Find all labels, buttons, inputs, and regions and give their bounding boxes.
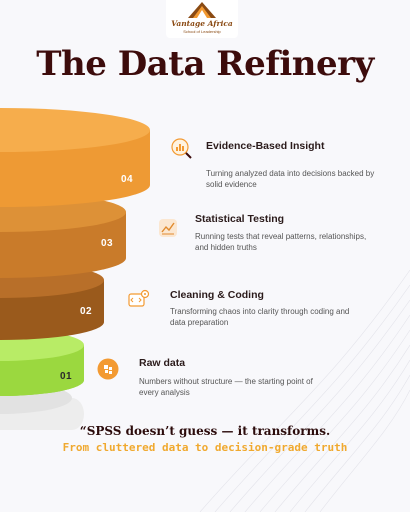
footer-tagline: From cluttered data to decision-grade tr… xyxy=(62,441,348,454)
logo: Vantage Africa School of Leadership xyxy=(166,0,238,38)
step-title-statistical-testing: Statistical Testing xyxy=(195,213,285,225)
step-description-raw-data: Numbers without structure — the starting… xyxy=(139,377,313,397)
funnel-layer-04 xyxy=(0,108,150,207)
step-description-evidence-based-insight: Turning analyzed data into decisions bac… xyxy=(206,169,375,189)
step-number-03: 03 xyxy=(101,238,114,249)
code-gear-icon xyxy=(128,289,150,311)
raw-data-icon xyxy=(97,358,119,380)
step-number-01: 01 xyxy=(60,371,73,382)
step-description-statistical-testing: Running tests that reveal patterns, rela… xyxy=(195,232,367,252)
step-title-cleaning-coding: Cleaning & Coding xyxy=(170,289,264,301)
page-title: The Data Refinery xyxy=(36,44,374,84)
step-title-raw-data: Raw data xyxy=(139,357,186,369)
footer-quote: “SPSS doesn’t guess — it transforms. xyxy=(79,424,331,438)
step-title-evidence-based-insight: Evidence-Based Insight xyxy=(206,140,325,152)
logo-name: Vantage Africa xyxy=(171,19,233,28)
chart-icon xyxy=(157,217,179,239)
insight-search-icon xyxy=(170,137,192,159)
step-number-02: 02 xyxy=(80,306,93,317)
logo-mountain-icon xyxy=(188,2,216,18)
step-number-04: 04 xyxy=(121,174,134,185)
logo-subtitle: School of Leadership xyxy=(183,29,221,34)
step-description-cleaning-coding: Transforming chaos into clarity through … xyxy=(170,307,350,327)
